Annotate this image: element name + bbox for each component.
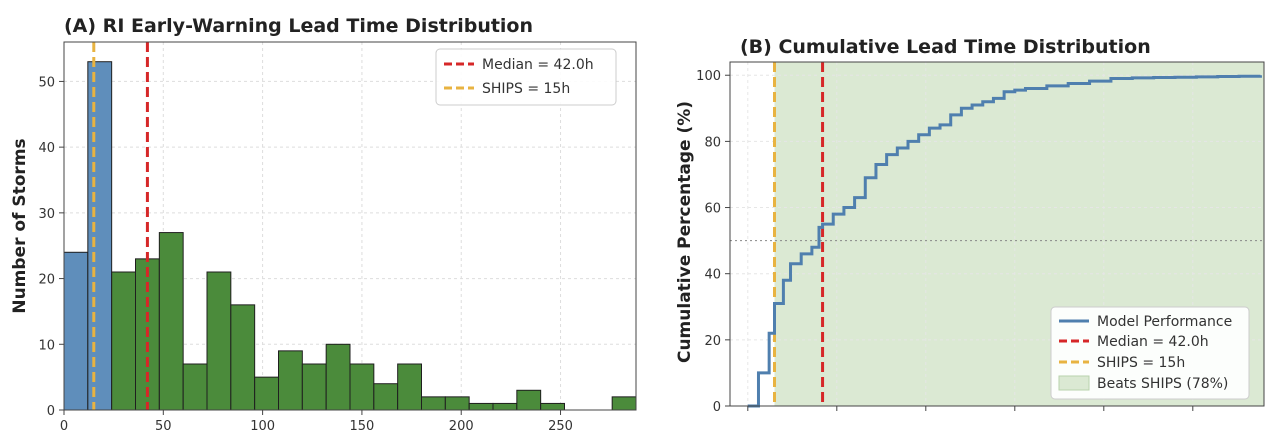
legend-ships-label: SHIPS = 15h xyxy=(482,81,570,97)
cumulative-frame xyxy=(729,61,1265,407)
lead-time-histogram: (A) RI Early-Warning Lead Time Distribut… xyxy=(10,15,637,432)
cumulative-chart: (B) Cumulative Lead Time Distribution 0 2… xyxy=(660,0,1266,432)
histogram-bar xyxy=(87,61,113,411)
cumulative-y-tick-label: 0 xyxy=(713,400,721,415)
cumulative-panel: (B) Cumulative Lead Time Distribution 0 2… xyxy=(660,0,1266,432)
histogram-bar xyxy=(278,350,303,411)
histogram-bar xyxy=(63,251,89,411)
cumulative-title: (B) Cumulative Lead Time Distribution xyxy=(740,36,1151,58)
histogram-y-tick-label: 20 xyxy=(38,273,55,288)
histogram-bar xyxy=(206,271,232,411)
histogram-x-tick-label: 250 xyxy=(548,419,573,432)
histogram-bar xyxy=(182,363,208,411)
histogram-bar xyxy=(373,383,399,411)
histogram-bar xyxy=(611,396,637,411)
legend-median-label: Median = 42.0h xyxy=(482,57,594,73)
histogram-bar xyxy=(254,376,280,411)
histogram-bar xyxy=(540,402,566,411)
histogram-bar xyxy=(230,304,256,411)
histogram-bar xyxy=(301,363,327,411)
legend-shade-label: Beats SHIPS (78%) xyxy=(1097,376,1228,392)
model-performance-curve xyxy=(747,74,1262,408)
cumulative-y-tick-label: 80 xyxy=(704,135,721,150)
histogram-bar xyxy=(397,363,422,411)
histogram-x-tick-label: 50 xyxy=(155,419,172,432)
histogram-legend: Median = 42.0h SHIPS = 15h xyxy=(435,48,617,106)
histogram-y-tick-label: 40 xyxy=(38,141,55,156)
cumulative-legend: Model Performance Median = 42.0h SHIPS =… xyxy=(1050,306,1250,400)
cumulative-y-tick-label: 60 xyxy=(704,202,721,217)
histogram-x-tick-label: 0 xyxy=(60,419,68,432)
histogram-bar xyxy=(325,343,351,411)
histogram-title: (A) RI Early-Warning Lead Time Distribut… xyxy=(64,15,533,37)
histogram-y-tick-label: 10 xyxy=(38,338,55,353)
histogram-x-tick-label: 200 xyxy=(449,419,474,432)
histogram-bar xyxy=(111,271,136,411)
cumulative-y-axis-label: Cumulative Percentage (%) xyxy=(675,101,695,363)
cumulative-y-tick-label: 100 xyxy=(696,69,721,84)
histogram-frame xyxy=(63,41,637,411)
histogram-bar xyxy=(349,363,375,411)
histogram-y-tick-label: 0 xyxy=(47,404,55,419)
cumulative-y-tick-label: 20 xyxy=(704,334,721,349)
histogram-bar xyxy=(444,396,470,411)
histogram-y-tick-label: 50 xyxy=(38,75,55,90)
histogram-bar xyxy=(516,389,542,411)
histogram-bar xyxy=(468,402,494,411)
legend-ships-label-b: SHIPS = 15h xyxy=(1097,355,1185,371)
histogram-bar xyxy=(158,232,184,411)
histogram-bar xyxy=(421,396,446,411)
cumulative-y-tick-label: 40 xyxy=(704,268,721,283)
legend-shade-swatch xyxy=(1058,375,1090,391)
legend-model-label: Model Performance xyxy=(1097,314,1232,330)
legend-median-label-b: Median = 42.0h xyxy=(1097,334,1209,350)
histogram-bar xyxy=(492,402,518,411)
histogram-panel: (A) RI Early-Warning Lead Time Distribut… xyxy=(10,15,637,432)
histogram-x-tick-label: 100 xyxy=(250,419,275,432)
histogram-x-tick-label: 150 xyxy=(350,419,375,432)
histogram-y-tick-label: 30 xyxy=(38,207,55,222)
histogram-y-axis-label: Number of Storms xyxy=(10,138,30,313)
